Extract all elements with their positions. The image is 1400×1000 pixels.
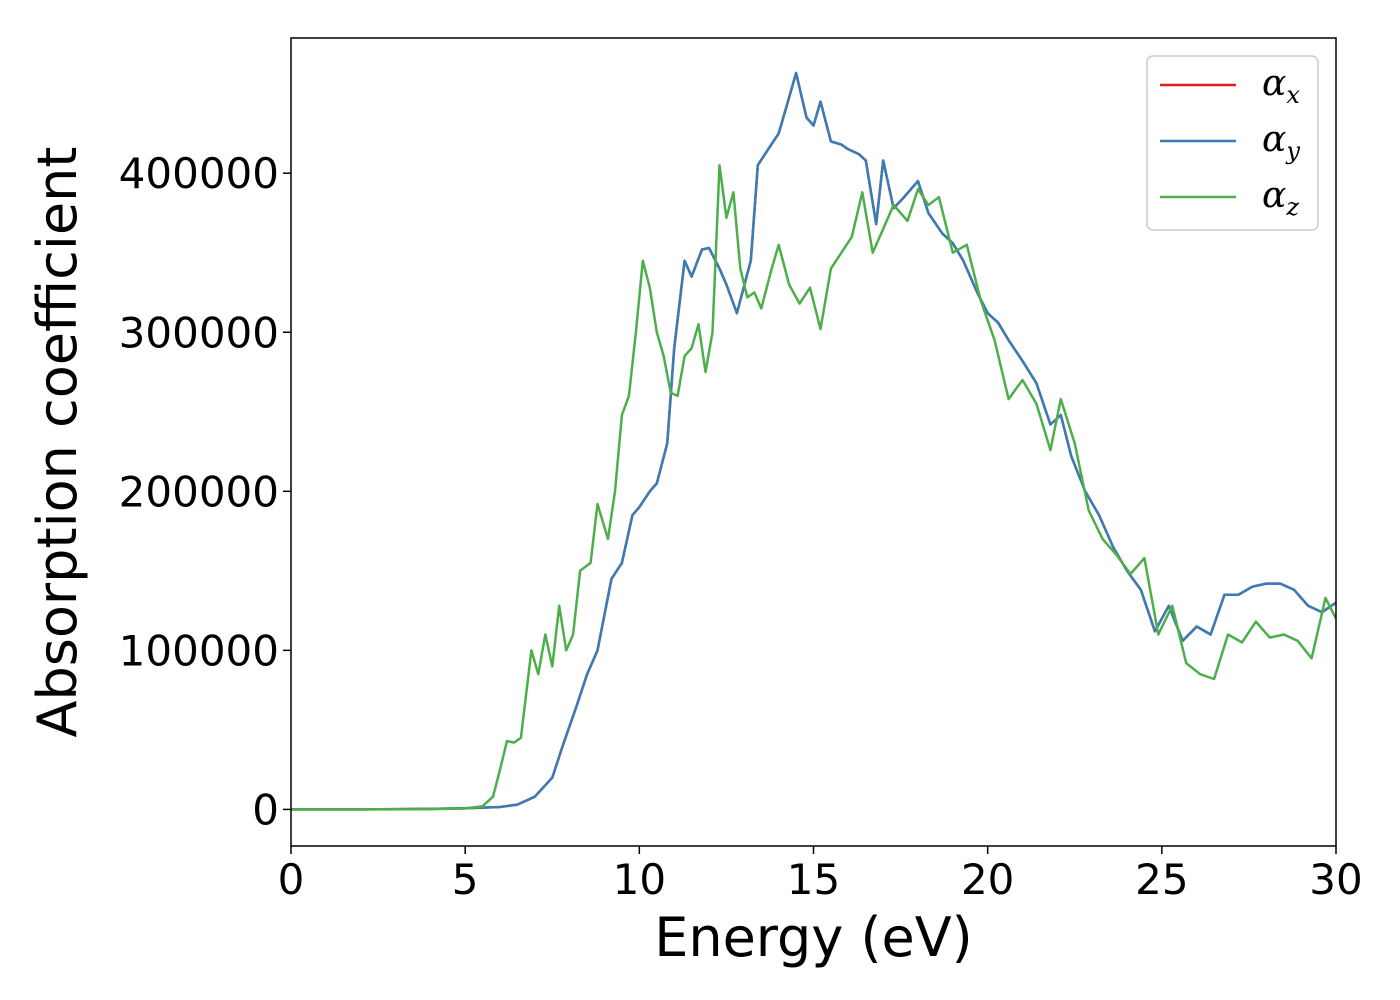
ticks-layer: 0 5 10 15 20 25 30 0 100000 200000 300000 400000 bbox=[119, 149, 1363, 904]
y-axis-label: Absorption coefficient bbox=[26, 147, 89, 738]
x-tick-label: 25 bbox=[1135, 855, 1188, 904]
y-tick-label: 200000 bbox=[119, 467, 279, 516]
series-layer bbox=[291, 71, 1336, 811]
y-tick-label: 400000 bbox=[119, 149, 279, 198]
legend-label-z: αz bbox=[1262, 175, 1299, 221]
y-tick-label: 100000 bbox=[119, 626, 279, 675]
x-tick-label: 5 bbox=[452, 855, 479, 904]
x-tick-label: 10 bbox=[613, 855, 666, 904]
x-tick-label: 20 bbox=[961, 855, 1014, 904]
y-tick-label: 0 bbox=[252, 785, 279, 834]
x-tick-label: 0 bbox=[278, 855, 305, 904]
legend-label-y: αy bbox=[1262, 119, 1300, 165]
x-tick-label: 30 bbox=[1309, 855, 1362, 904]
series-line-z bbox=[291, 163, 1336, 811]
legend: αx αy αz bbox=[1146, 55, 1319, 231]
legend-label-x: αx bbox=[1262, 63, 1300, 109]
x-tick-label: 15 bbox=[787, 855, 840, 904]
y-tick-label: 300000 bbox=[119, 308, 279, 357]
x-axis-label: Energy (eV) bbox=[654, 906, 973, 969]
legend-box bbox=[1146, 55, 1319, 231]
